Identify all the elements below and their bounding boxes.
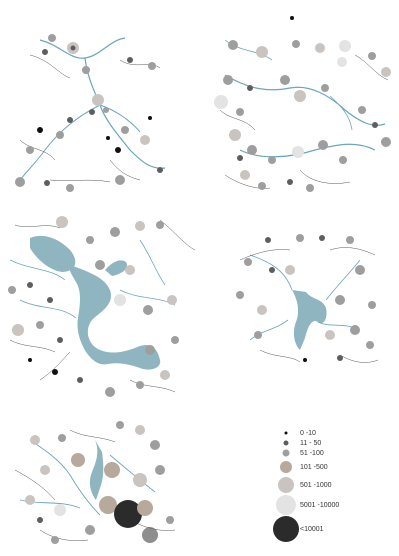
legend-label: 0 -10 <box>300 429 316 437</box>
panel-5-markers <box>25 421 174 544</box>
legend-item: 51 -100 <box>272 446 324 460</box>
legend-label: 5001 -10000 <box>300 501 340 509</box>
legend-item: 5001 -10000 <box>272 492 339 518</box>
legend-label: 501 -1000 <box>300 481 332 489</box>
legend-label: 11 - 50 <box>300 439 322 447</box>
panel-3-markers <box>8 216 179 397</box>
panel-1-markers <box>15 34 163 192</box>
legend-item: 501 -1000 <box>272 474 332 496</box>
map-panel-4 <box>236 234 379 363</box>
map-panel-1 <box>15 34 166 192</box>
map-panel-3 <box>8 216 196 397</box>
map-panel-5 <box>14 421 176 544</box>
legend-item: 11 - 50 <box>272 436 321 450</box>
legend-label: 51 -100 <box>300 449 324 457</box>
legend-label: <10001 <box>300 525 324 533</box>
map-panel-2 <box>214 16 391 192</box>
panel-4-markers <box>236 234 376 362</box>
map-legend: 0 -10 11 - 50 51 -100 101 -500 501 -1000… <box>272 426 392 552</box>
legend-item: <10001 <box>272 512 324 546</box>
legend-item: 0 -10 <box>272 426 316 440</box>
panel-2-markers <box>214 16 391 192</box>
legend-item: 101 -500 <box>272 458 328 476</box>
legend-label: 101 -500 <box>300 463 328 471</box>
